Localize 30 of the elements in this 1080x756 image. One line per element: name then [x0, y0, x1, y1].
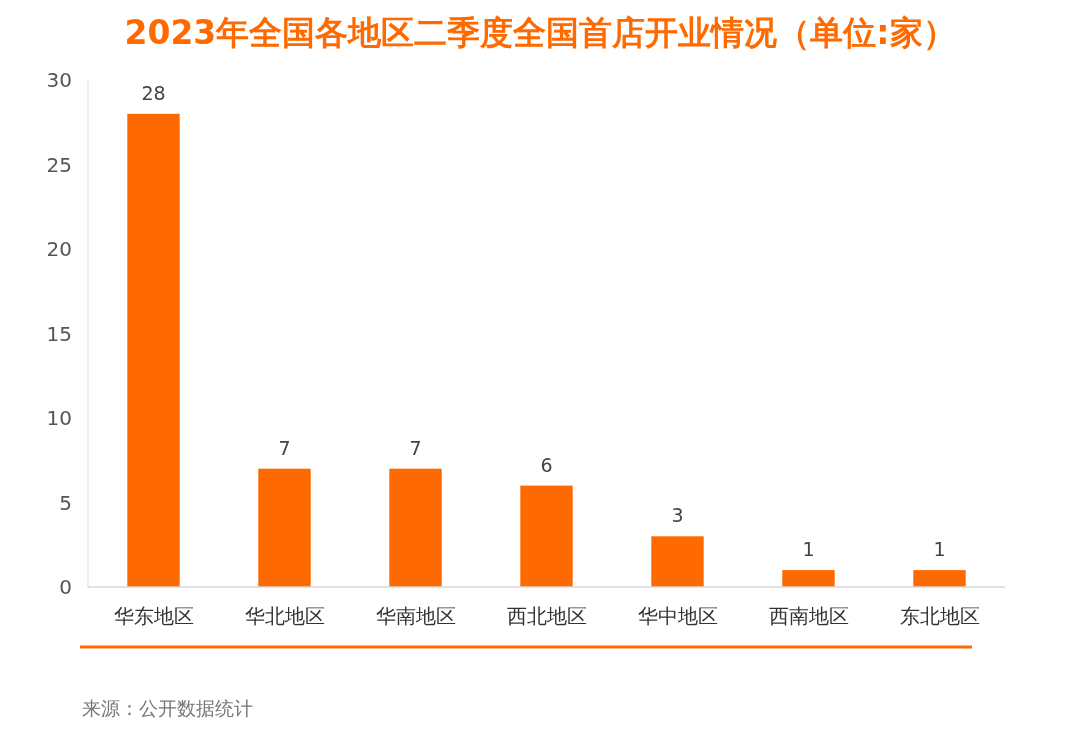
- data-label: 6: [540, 453, 553, 476]
- x-tick-label: 华北地区: [244, 604, 325, 628]
- chart-title: 2023年全国各地区二季度全国首店开业情况（单位:家）: [124, 13, 956, 52]
- data-label: 1: [802, 538, 815, 561]
- x-tick-label: 东北地区: [899, 604, 980, 628]
- data-label: 7: [278, 436, 291, 459]
- y-tick-label: 10: [46, 406, 72, 430]
- y-tick-label: 20: [46, 237, 72, 261]
- x-tick-label: 华南地区: [375, 604, 456, 628]
- y-tick-label: 25: [46, 152, 72, 177]
- y-tick-label: 0: [59, 575, 72, 599]
- bar: [913, 570, 966, 587]
- y-tick-label: 30: [46, 68, 72, 92]
- bar: [389, 468, 442, 587]
- y-tick-label: 15: [46, 321, 72, 346]
- data-label: 3: [671, 504, 684, 527]
- x-tick-label: 西北地区: [506, 604, 587, 628]
- bar: [782, 570, 835, 587]
- bar: [127, 113, 180, 587]
- data-label: 1: [933, 538, 946, 561]
- source-note: 来源：公开数据统计: [82, 697, 253, 719]
- data-label: 7: [409, 436, 422, 459]
- bar: [520, 485, 573, 587]
- x-tick-label: 华中地区: [637, 604, 718, 628]
- x-tick-label: 华东地区: [113, 604, 194, 628]
- data-label: 28: [141, 81, 166, 104]
- y-tick-label: 5: [59, 490, 72, 515]
- bar: [651, 536, 704, 587]
- x-tick-label: 西南地区: [768, 604, 849, 628]
- bar: [258, 468, 311, 587]
